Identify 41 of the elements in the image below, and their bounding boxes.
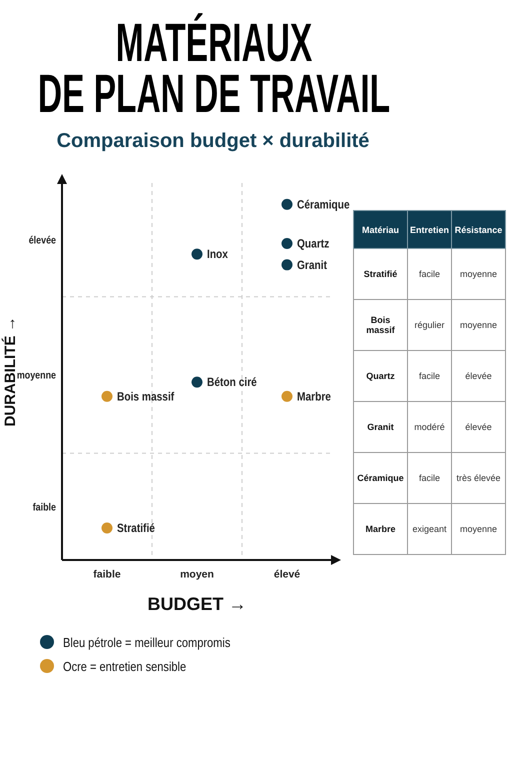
text: très élevée bbox=[456, 473, 501, 483]
legend-label: Bleu pétrole = meilleur compromis bbox=[63, 634, 230, 650]
text: élevée bbox=[465, 422, 492, 432]
category-label: Quartz bbox=[366, 371, 395, 381]
text: moyenne bbox=[16, 370, 57, 382]
category-label: Stratifié bbox=[364, 269, 398, 279]
text: modéré bbox=[414, 422, 445, 432]
chart-title: MATÉRIAUX DE PLAN DE TRAVAIL bbox=[38, 13, 390, 124]
text: moyenne bbox=[460, 524, 498, 534]
text: élevée bbox=[28, 234, 57, 247]
x-axis-title: BUDGET → bbox=[148, 594, 246, 614]
text: facile bbox=[418, 473, 440, 483]
annotation: Béton ciré bbox=[207, 376, 257, 390]
annotation: Inox bbox=[207, 248, 229, 262]
x-tick-label: élevé bbox=[274, 568, 300, 580]
category-label: Bois massif bbox=[366, 315, 395, 335]
x-tick-label: moyen bbox=[180, 568, 214, 580]
text: facile bbox=[418, 371, 440, 381]
text: régulier bbox=[414, 320, 444, 330]
text: facile bbox=[418, 269, 440, 279]
annotation: Granit bbox=[297, 259, 328, 272]
chart-subtitle: Comparaison budget × durabilité bbox=[56, 130, 370, 152]
annotation: Céramique bbox=[297, 198, 350, 212]
category-label: Résistance bbox=[454, 224, 502, 234]
category-label: Céramique bbox=[357, 473, 404, 483]
category-label: Marbre bbox=[365, 524, 396, 534]
annotation: Stratifié bbox=[117, 522, 155, 536]
category-label: Granit bbox=[367, 422, 394, 432]
category-label: Entretien bbox=[410, 224, 450, 234]
annotation: Quartz bbox=[297, 238, 330, 251]
legend-label: Ocre = entretien sensible bbox=[63, 658, 186, 674]
annotation: Bois massif bbox=[117, 390, 174, 404]
x-tick-label: faible bbox=[93, 568, 121, 580]
text: moyenne bbox=[460, 320, 498, 330]
text: exigeant bbox=[412, 524, 447, 534]
text: Matériau bbox=[362, 224, 399, 234]
text: moyenne bbox=[460, 269, 498, 279]
y-axis-title: DURABILITÉ → bbox=[0, 316, 18, 426]
annotation: Marbre bbox=[297, 390, 331, 404]
text: élevée bbox=[465, 371, 492, 381]
text: faible bbox=[32, 502, 57, 514]
